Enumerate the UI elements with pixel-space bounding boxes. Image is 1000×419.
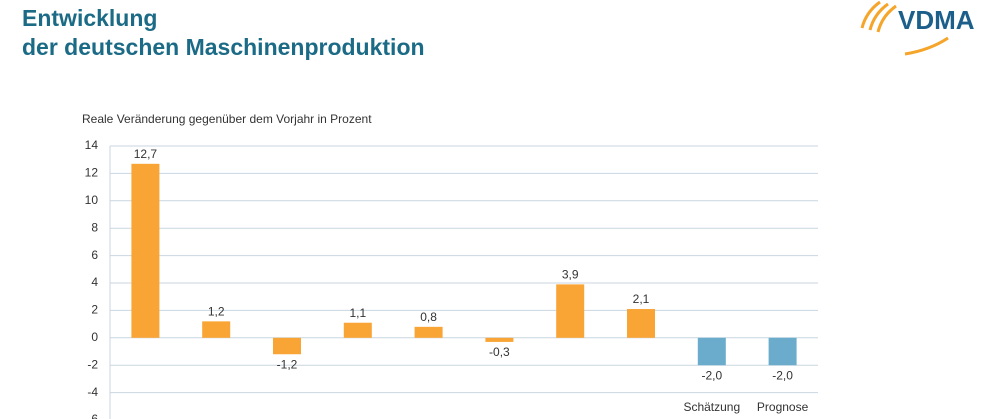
bar <box>414 326 443 338</box>
value-label: -0,3 <box>489 345 510 359</box>
chart-subtitle: Reale Veränderung gegenüber dem Vorjahr … <box>82 112 372 126</box>
y-tick-label: 12 <box>85 166 99 180</box>
slide-title: Entwicklung der deutschen Maschinenprodu… <box>22 4 425 62</box>
value-label: 2,1 <box>633 292 650 306</box>
value-label: 12,7 <box>134 147 158 161</box>
bar <box>768 337 797 366</box>
bar <box>627 309 655 338</box>
logo-swoosh <box>876 4 897 33</box>
y-tick-label: -4 <box>87 385 98 399</box>
x-tick-label: Schätzung <box>683 400 740 414</box>
title-line: Entwicklung <box>22 5 158 31</box>
value-label: 1,1 <box>349 306 366 320</box>
y-tick-label: 0 <box>91 330 98 344</box>
bar <box>556 284 585 338</box>
logo: VDMA <box>860 0 975 56</box>
value-label: -1,2 <box>277 357 298 371</box>
bar <box>273 337 301 355</box>
y-tick-label: 8 <box>91 220 98 234</box>
bar <box>697 337 726 366</box>
value-label: 0,8 <box>420 310 437 324</box>
bar <box>131 163 160 338</box>
logo-swoosh <box>868 2 889 31</box>
bar <box>343 322 372 338</box>
logo-swoosh <box>860 0 881 29</box>
y-tick-label: 4 <box>91 275 98 289</box>
logo-text: VDMA <box>898 5 975 35</box>
bar <box>485 337 514 342</box>
x-tick-label: Prognose <box>757 400 809 414</box>
y-tick-label: 6 <box>91 248 98 262</box>
value-label: 1,2 <box>208 305 225 319</box>
bar <box>202 321 231 338</box>
value-label: -2,0 <box>772 368 793 382</box>
y-tick-label: -6 <box>87 412 98 419</box>
y-tick-label: 10 <box>85 193 99 207</box>
y-tick-label: 2 <box>91 303 98 317</box>
logo-swoosh <box>904 36 949 56</box>
value-label: 3,9 <box>562 268 579 282</box>
y-tick-label: 14 <box>85 138 99 152</box>
y-tick-label: -2 <box>87 357 98 371</box>
value-label: -2,0 <box>701 368 722 382</box>
title-line: der deutschen Maschinenproduktion <box>22 34 425 60</box>
